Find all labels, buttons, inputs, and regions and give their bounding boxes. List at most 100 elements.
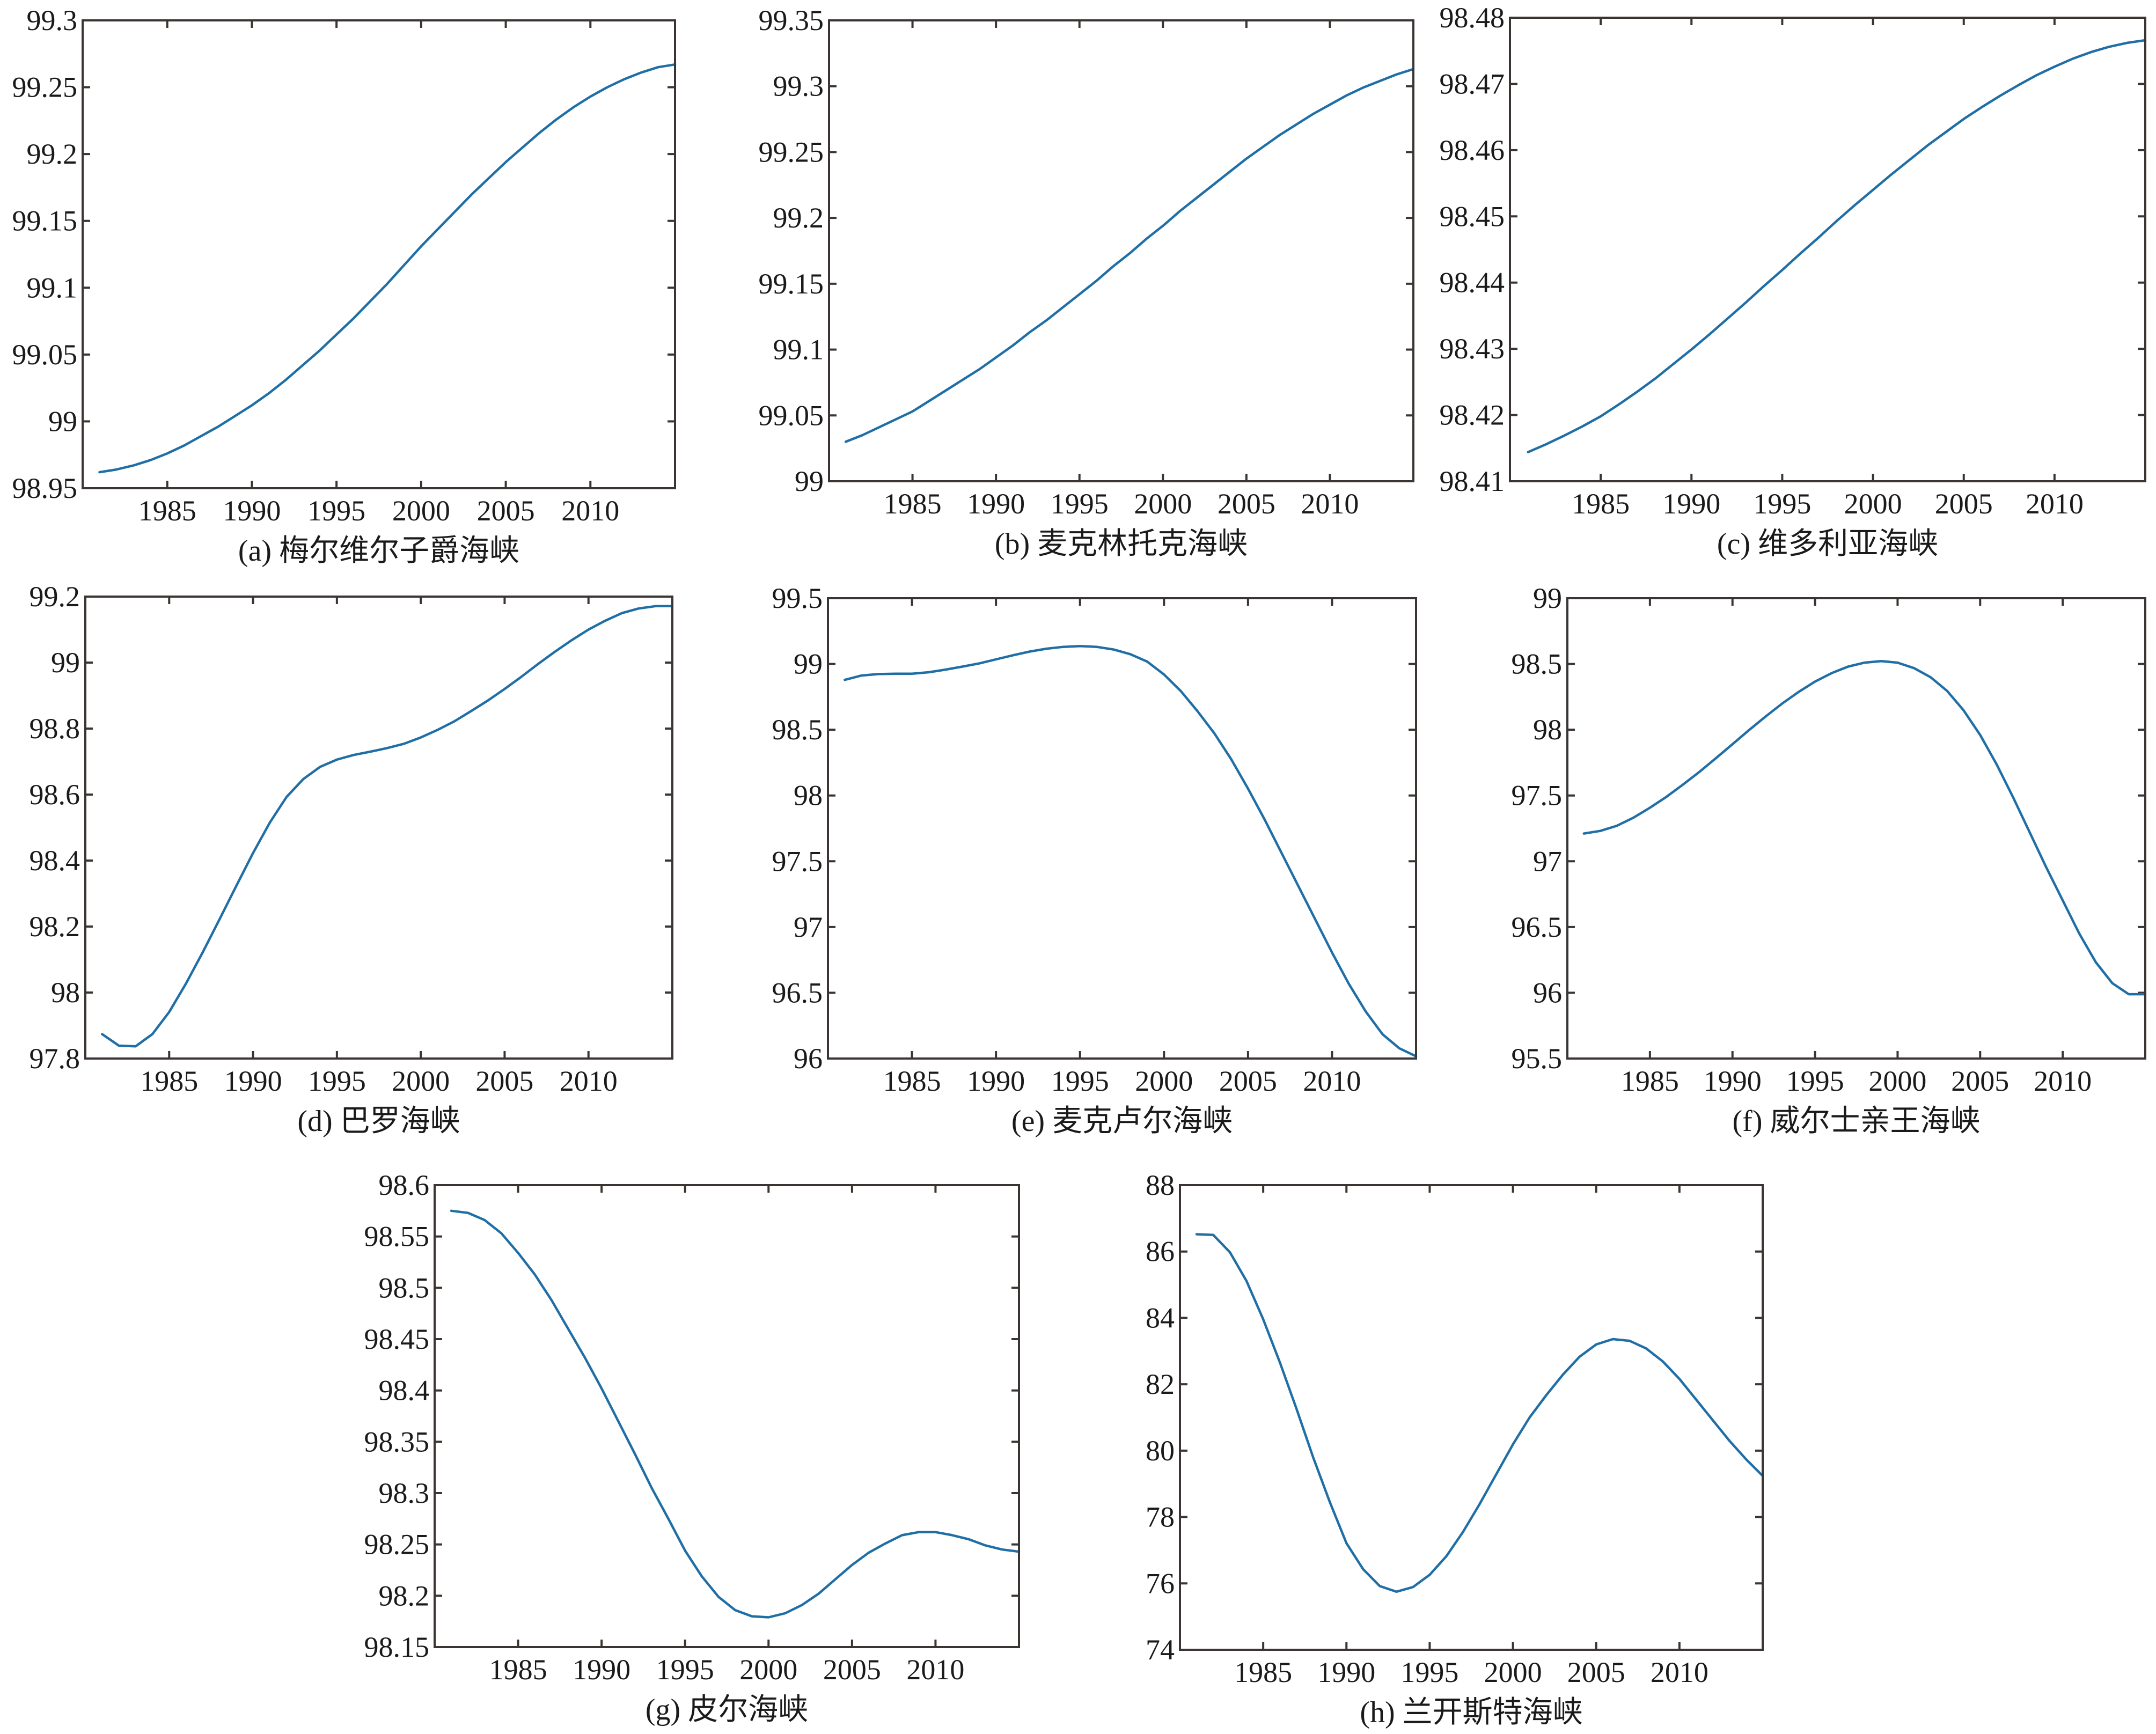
- y-tick-label: 98.2: [379, 1579, 430, 1612]
- x-tick-label: 2000: [1868, 1065, 1926, 1097]
- y-tick-label: 97: [794, 911, 823, 943]
- x-tick-label: 2010: [906, 1654, 964, 1686]
- x-tick-label: 1985: [1572, 488, 1630, 520]
- y-tick-label: 98.4: [30, 844, 80, 877]
- plot-frame: [828, 19, 1414, 482]
- y-tick-label: 76: [1146, 1567, 1175, 1599]
- x-tick-label: 2010: [561, 495, 619, 527]
- series-line: [1527, 39, 2147, 453]
- y-tick-label: 96: [794, 1042, 823, 1075]
- x-tick-label: 1985: [140, 1065, 198, 1097]
- y-tick-label: 98.5: [772, 714, 823, 746]
- y-tick-label: 98.5: [379, 1272, 430, 1304]
- x-tick-label: 2005: [1951, 1065, 2009, 1097]
- chart-panel-h: 74 76 78 80 82 84 86 88 1985 1990 1995 2000 2005 2010…: [1146, 1169, 1764, 1729]
- y-tick-label: 98.42: [1440, 399, 1505, 431]
- x-tick-label: 1985: [884, 488, 942, 520]
- x-tick-label: 1990: [1704, 1065, 1762, 1097]
- y-tick-label: 98.43: [1440, 333, 1505, 365]
- y-tick-label: 98: [1533, 714, 1562, 746]
- x-tick-label: 1990: [224, 1065, 282, 1097]
- plot-frame: [1566, 597, 2146, 1060]
- y-tick-label: 97.8: [30, 1042, 80, 1075]
- y-tick-label: 82: [1146, 1368, 1175, 1400]
- chart-caption: (b) 麦克林托克海峡: [995, 527, 1248, 561]
- x-tick-label: 2005: [1935, 488, 1993, 520]
- x-tick-label: 2010: [1301, 488, 1359, 520]
- chart-caption: (e) 麦克卢尔海峡: [1011, 1105, 1233, 1138]
- x-tick-label: 1995: [1753, 488, 1811, 520]
- x-tick-label: 2010: [560, 1065, 618, 1097]
- x-tick-label: 1985: [883, 1065, 941, 1097]
- x-tick-label: 1990: [967, 488, 1025, 520]
- chart-panel-b: 99 99.05 99.1 99.15 99.2 99.25 99.3 99.35 1985 19…: [759, 4, 1415, 561]
- chart-caption: (f) 威尔士亲王海峡: [1733, 1105, 1981, 1138]
- y-tick-label: 98.55: [364, 1221, 430, 1253]
- y-tick-label: 99.3: [27, 4, 78, 36]
- y-tick-label: 86: [1146, 1236, 1175, 1268]
- chart-caption: (a) 梅尔维尔子爵海峡: [238, 534, 519, 568]
- chart-caption: (g) 皮尔海峡: [646, 1693, 808, 1726]
- x-tick-label: 2005: [823, 1654, 881, 1686]
- y-tick-label: 99.15: [12, 205, 78, 237]
- series-line: [844, 68, 1415, 443]
- x-tick-label: 1985: [1621, 1065, 1679, 1097]
- y-tick-label: 98.15: [364, 1631, 430, 1663]
- y-tick-label: 96: [1533, 976, 1562, 1009]
- x-tick-label: 1990: [223, 495, 281, 527]
- y-tick-label: 99: [795, 465, 824, 497]
- y-tick-label: 84: [1146, 1302, 1175, 1334]
- x-tick-label: 2010: [1651, 1656, 1708, 1688]
- x-tick-label: 1985: [138, 495, 196, 527]
- chart-panel-e: 96 96.5 97 97.5 98 98.5 99 99.5 1985 1990 1995 2000…: [772, 582, 1418, 1138]
- y-tick-label: 99.2: [773, 202, 824, 234]
- chart-caption: (h) 兰开斯特海峡: [1360, 1696, 1582, 1729]
- x-tick-label: 1995: [1051, 1065, 1109, 1097]
- plot-frame: [82, 19, 676, 489]
- y-tick-label: 98.48: [1440, 2, 1505, 34]
- y-tick-label: 99.35: [759, 4, 824, 36]
- y-tick-label: 99: [794, 648, 823, 680]
- x-tick-label: 1990: [967, 1065, 1025, 1097]
- x-tick-label: 2000: [1135, 1065, 1193, 1097]
- plot-frame: [1179, 1184, 1764, 1651]
- x-tick-label: 2005: [1218, 488, 1275, 520]
- y-tick-label: 99.05: [12, 339, 78, 371]
- x-tick-label: 2000: [739, 1654, 797, 1686]
- chart-panel-d: 97.8 98 98.2 98.4 98.6 98.8 99 99.2 1985 1990 1995…: [30, 581, 674, 1138]
- y-tick-label: 99: [48, 405, 77, 437]
- y-tick-label: 99: [1533, 582, 1562, 614]
- series-line: [101, 605, 674, 1048]
- plot-frame: [84, 596, 673, 1060]
- y-tick-label: 99.05: [759, 399, 824, 431]
- x-tick-label: 2005: [1219, 1065, 1277, 1097]
- y-tick-label: 98.8: [30, 712, 80, 745]
- y-tick-label: 98.2: [30, 910, 80, 943]
- y-tick-label: 99.1: [27, 271, 78, 304]
- series-line: [844, 644, 1418, 1058]
- y-tick-label: 98.6: [30, 778, 80, 811]
- y-tick-label: 98.25: [364, 1529, 430, 1561]
- y-tick-label: 99.2: [27, 138, 78, 170]
- y-tick-label: 88: [1146, 1169, 1175, 1201]
- y-tick-label: 78: [1146, 1501, 1175, 1533]
- x-tick-label: 2000: [1134, 488, 1192, 520]
- y-tick-label: 98.35: [364, 1426, 430, 1458]
- y-tick-label: 99.5: [772, 582, 823, 614]
- y-tick-label: 98.47: [1440, 68, 1505, 100]
- x-tick-label: 1990: [573, 1654, 630, 1686]
- x-tick-label: 2005: [477, 495, 535, 527]
- x-tick-label: 1995: [307, 495, 365, 527]
- x-tick-label: 1990: [1662, 488, 1720, 520]
- y-tick-label: 99.3: [773, 70, 824, 102]
- y-tick-label: 96.5: [772, 976, 823, 1009]
- y-tick-label: 98.46: [1440, 134, 1505, 166]
- y-tick-label: 98.6: [379, 1169, 430, 1201]
- x-tick-label: 1995: [308, 1065, 366, 1097]
- x-tick-label: 1990: [1317, 1656, 1375, 1688]
- x-tick-label: 2010: [1303, 1065, 1361, 1097]
- y-tick-label: 80: [1146, 1435, 1175, 1467]
- y-tick-label: 99.25: [12, 71, 78, 104]
- chart-panel-a: 98.95 99 99.05 99.1 99.15 99.2 99.25 99.3 1985 19…: [12, 4, 677, 568]
- x-tick-label: 1995: [656, 1654, 714, 1686]
